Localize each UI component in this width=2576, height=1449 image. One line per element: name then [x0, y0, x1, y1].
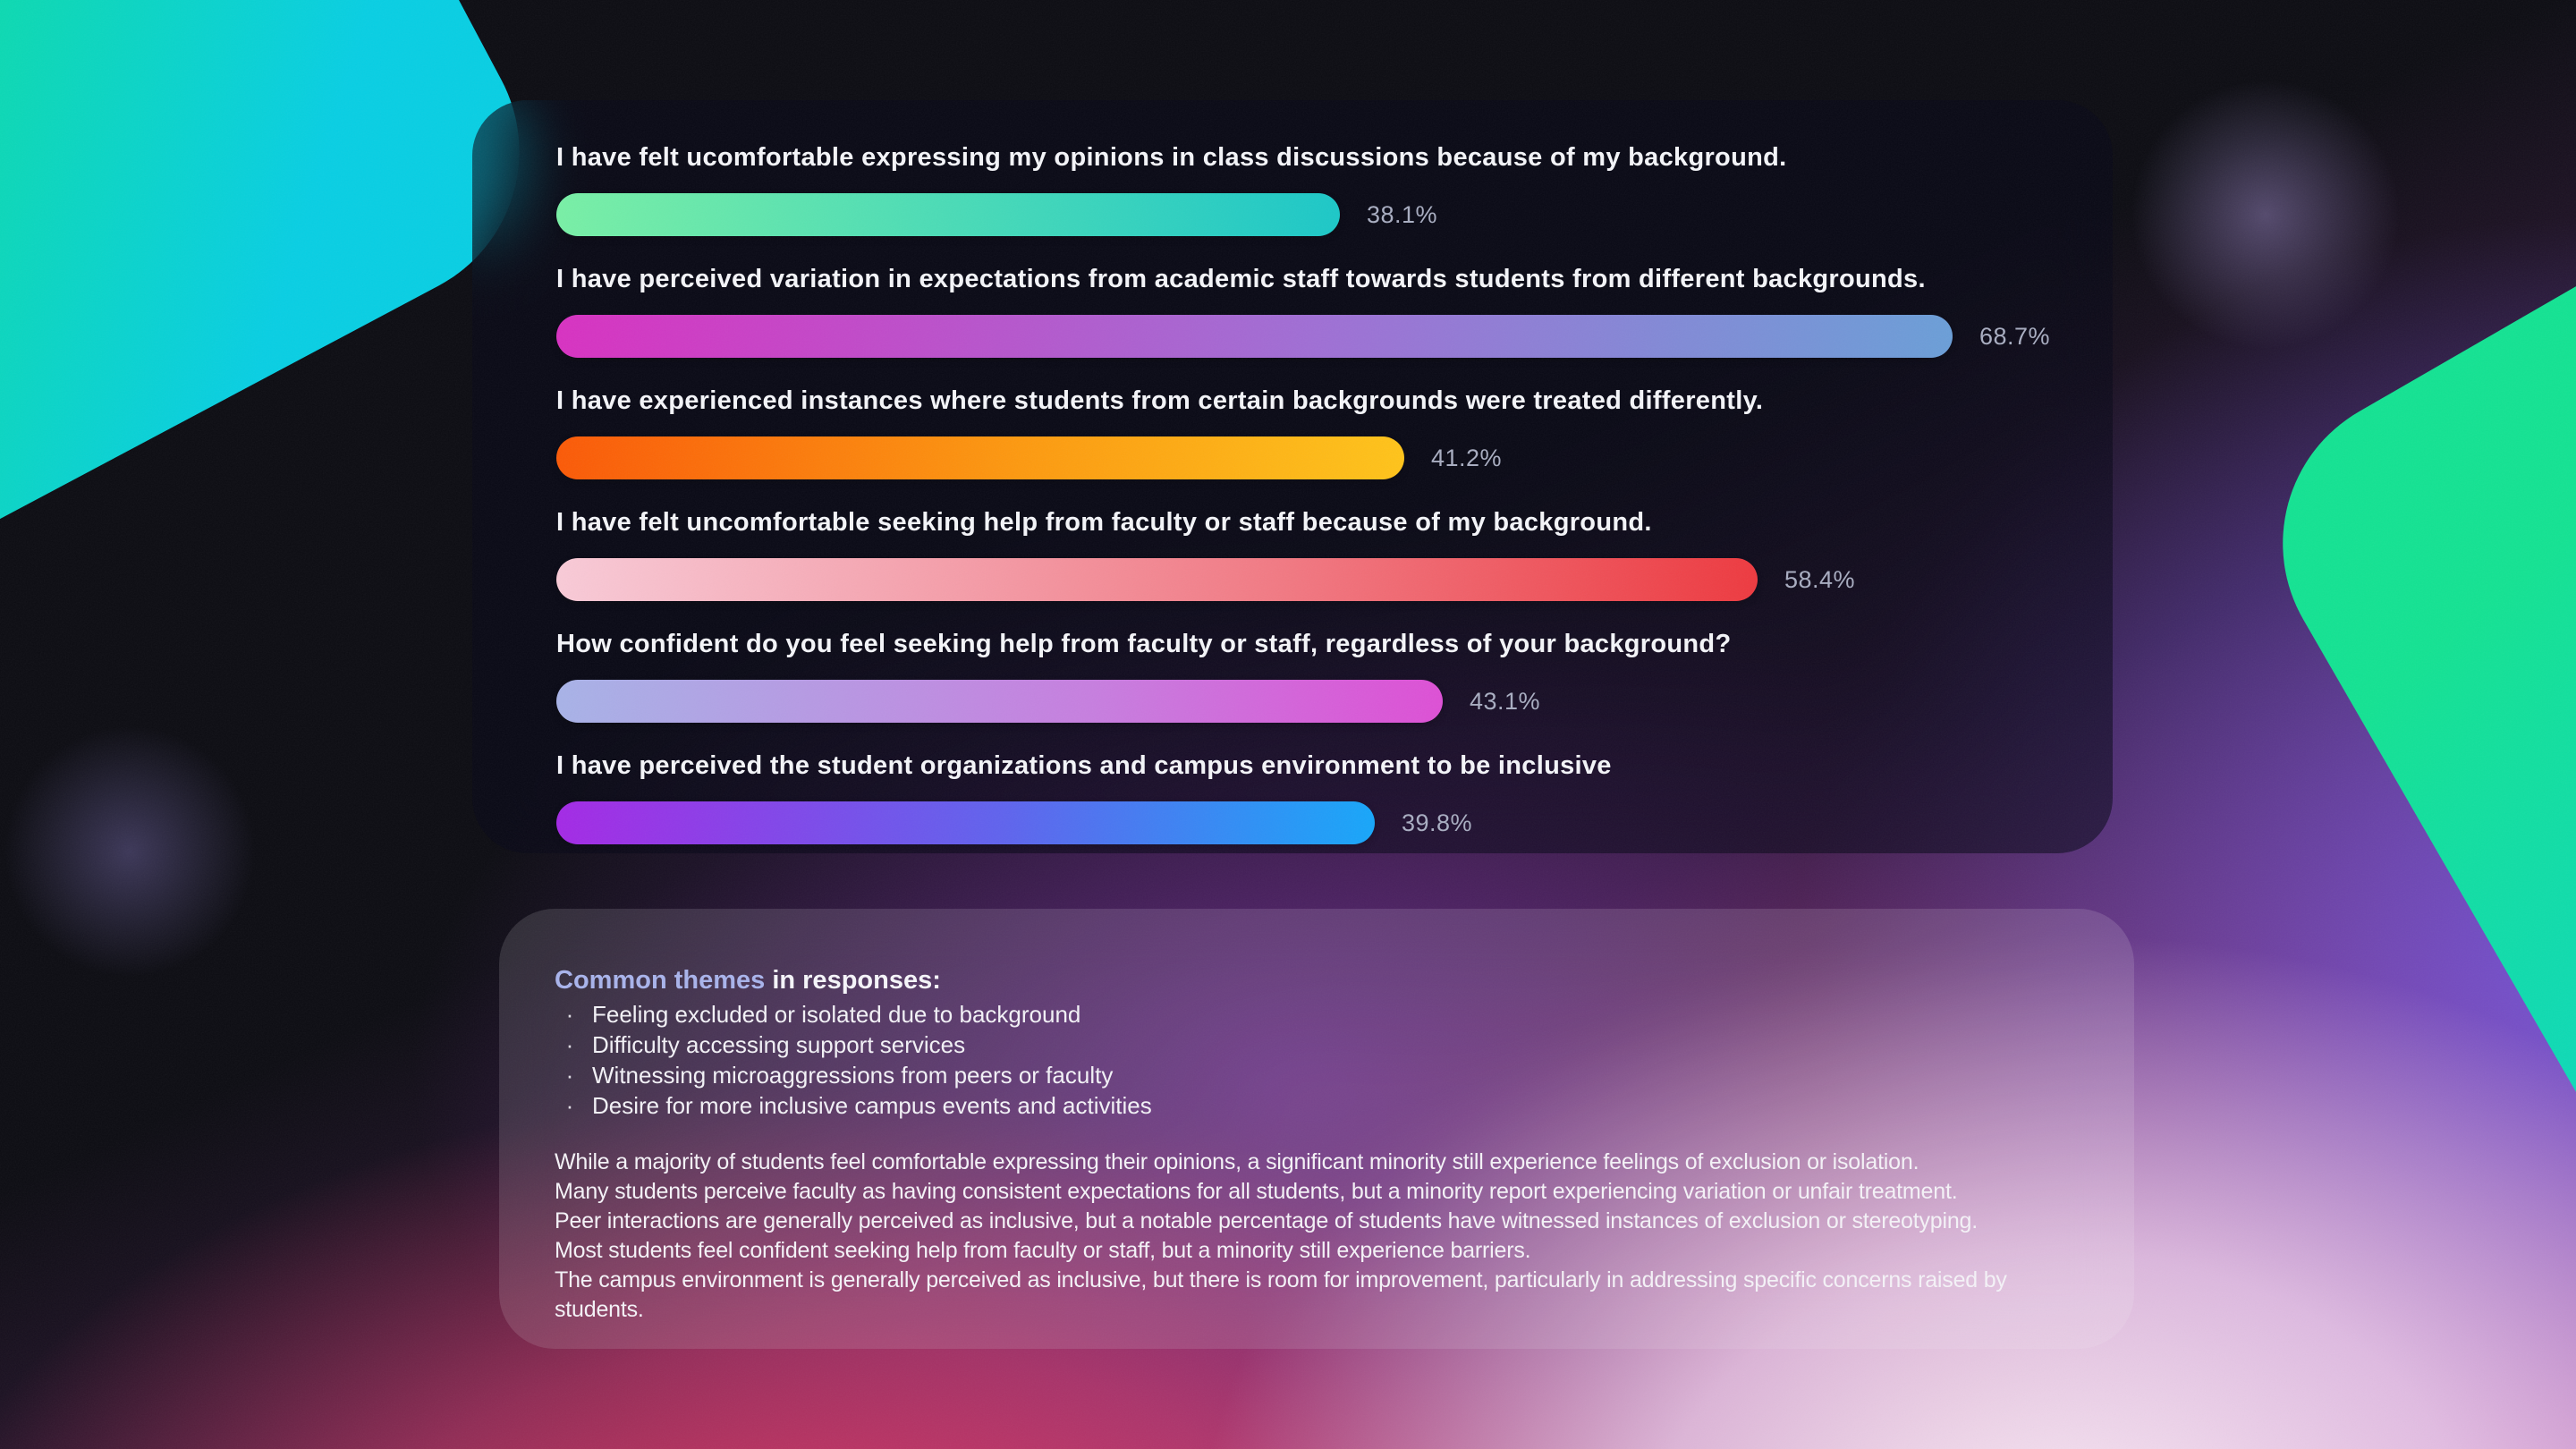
theme-bullet: · Difficulty accessing support services: [555, 1030, 2080, 1060]
survey-question: I have perceived the student organizatio…: [556, 751, 1612, 780]
bullet-text: Difficulty accessing support services: [592, 1031, 966, 1058]
survey-row: I have perceived the student organizatio…: [556, 750, 2050, 844]
survey-value-label: 39.8%: [1402, 809, 1473, 836]
summary-heading: Common themes in responses:: [555, 964, 2080, 996]
survey-bar: [556, 315, 1953, 358]
bullet-dot-icon: ·: [565, 1031, 574, 1058]
survey-bar-line: 43.1%: [556, 680, 2050, 723]
summary-heading-highlight: Common themes: [555, 966, 766, 995]
summary-paragraphs: While a majority of students feel comfor…: [555, 1148, 2080, 1325]
theme-bullet: · Feeling excluded or isolated due to bac…: [555, 999, 2080, 1030]
summary-heading-rest: in responses:: [765, 966, 941, 995]
survey-value-label: 43.1%: [1470, 687, 1541, 715]
survey-row: I have perceived variation in expectatio…: [556, 263, 2050, 358]
survey-row: How confident do you feel seeking help f…: [556, 628, 2050, 723]
summary-card: Common themes in responses: · Feeling exc…: [499, 909, 2134, 1349]
survey-bar-line: 58.4%: [556, 558, 2050, 601]
bullet-dot-icon: ·: [565, 1092, 574, 1119]
survey-question: How confident do you feel seeking help f…: [556, 630, 1732, 658]
survey-question: I have felt ucomfortable expressing my o…: [556, 143, 1787, 172]
survey-value-label: 68.7%: [1979, 322, 2050, 350]
bullet-dot-icon: ·: [565, 1001, 574, 1028]
common-themes-list: · Feeling excluded or isolated due to bac…: [555, 999, 2080, 1121]
survey-row: I have felt ucomfortable expressing my o…: [556, 141, 2050, 236]
survey-question: I have felt uncomfortable seeking help f…: [556, 508, 1652, 537]
survey-row: I have experienced instances where stude…: [556, 385, 2050, 479]
survey-value-label: 58.4%: [1784, 565, 1856, 593]
summary-paragraph: The campus environment is generally perc…: [555, 1267, 2007, 1322]
summary-paragraph: While a majority of students feel comfor…: [555, 1149, 1919, 1174]
survey-bar-line: 38.1%: [556, 193, 2050, 236]
survey-bar: [556, 193, 1340, 236]
survey-bar-line: 39.8%: [556, 801, 2050, 844]
theme-bullet: · Desire for more inclusive campus events…: [555, 1090, 2080, 1121]
survey-bar: [556, 558, 1758, 601]
survey-bar-line: 68.7%: [556, 315, 2050, 358]
survey-bar: [556, 801, 1375, 844]
survey-bar-chart: I have felt ucomfortable expressing my o…: [556, 141, 2050, 844]
theme-bullet: · Witnessing microaggressions from peers …: [555, 1060, 2080, 1090]
summary-paragraph: Most students feel confident seeking hel…: [555, 1238, 1531, 1263]
summary-paragraph: Many students perceive faculty as having…: [555, 1179, 1958, 1204]
survey-bar: [556, 436, 1404, 479]
bullet-text: Desire for more inclusive campus events …: [592, 1092, 1152, 1119]
survey-bar: [556, 680, 1443, 723]
survey-bar-line: 41.2%: [556, 436, 2050, 479]
survey-row: I have felt uncomfortable seeking help f…: [556, 506, 2050, 601]
survey-results-card: I have felt ucomfortable expressing my o…: [472, 100, 2113, 853]
survey-question: I have perceived variation in expectatio…: [556, 265, 1926, 293]
survey-question: I have experienced instances where stude…: [556, 386, 1764, 415]
bullet-text: Feeling excluded or isolated due to back…: [592, 1001, 1081, 1028]
summary-paragraph: Peer interactions are generally perceive…: [555, 1208, 1978, 1233]
bullet-text: Witnessing microaggressions from peers o…: [592, 1062, 1114, 1089]
bullet-dot-icon: ·: [565, 1062, 574, 1089]
survey-value-label: 41.2%: [1431, 444, 1503, 471]
survey-value-label: 38.1%: [1367, 200, 1438, 228]
